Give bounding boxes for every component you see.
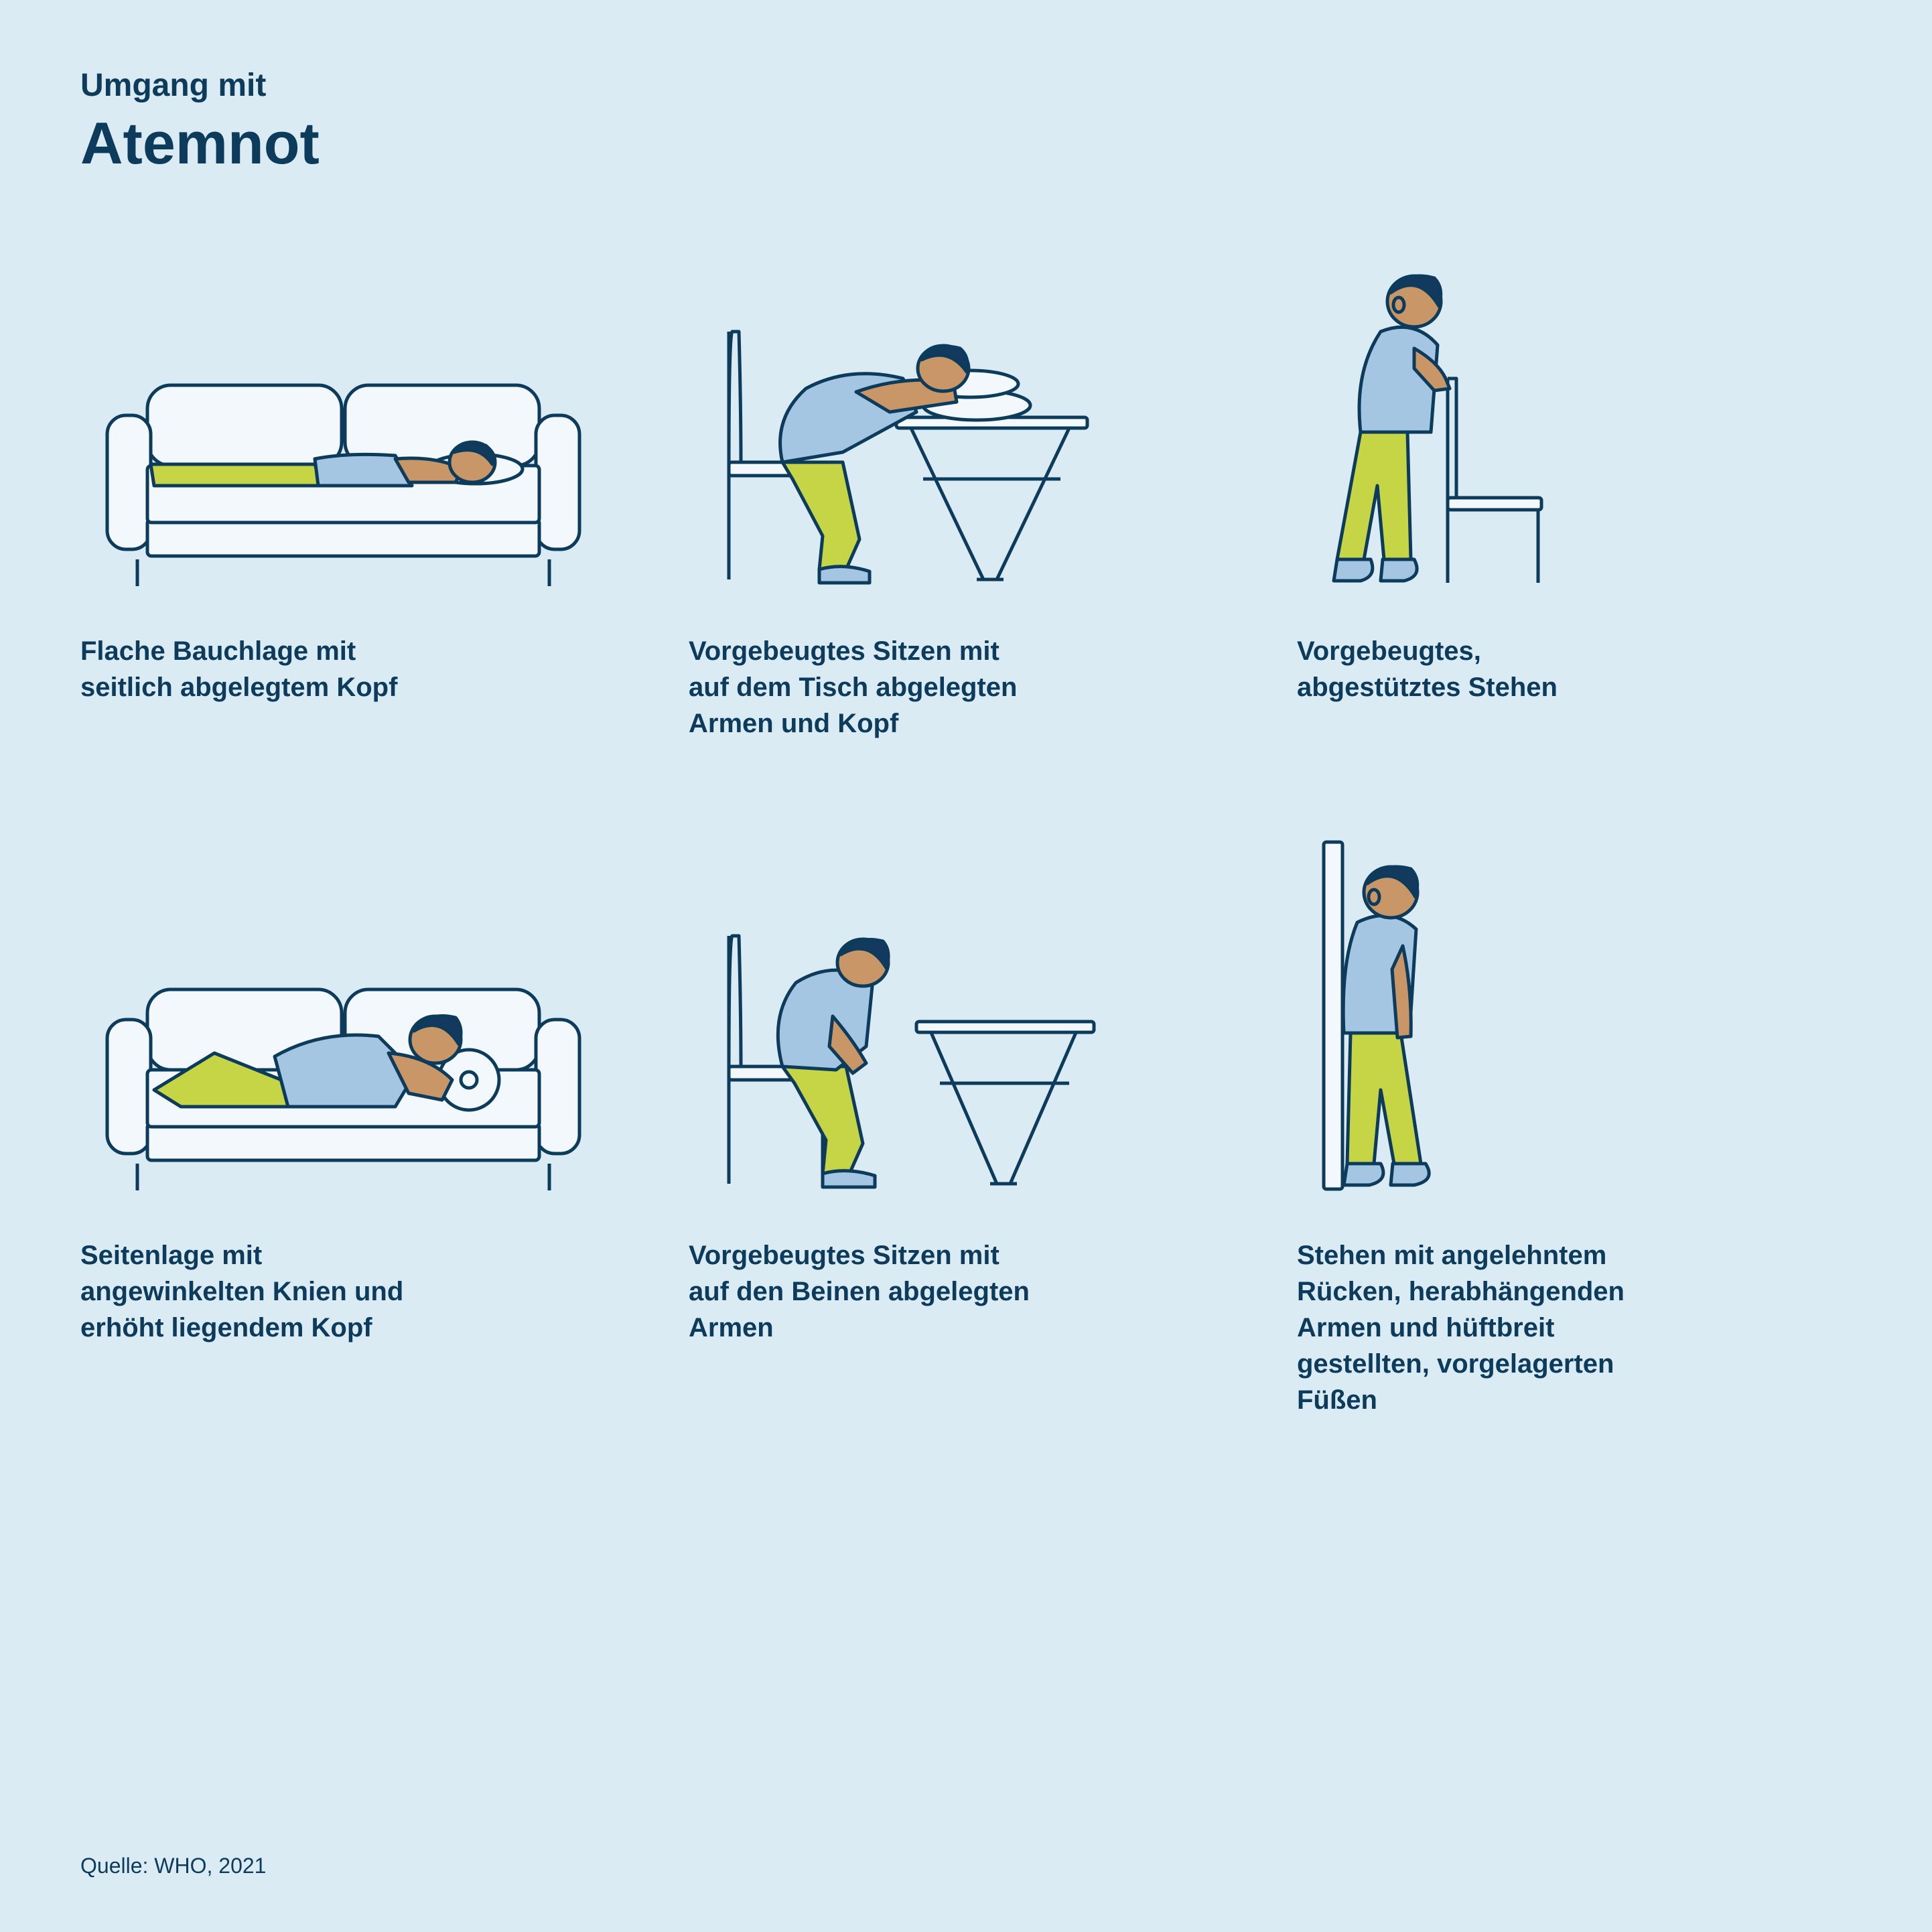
illus-stand-wall bbox=[1297, 876, 1852, 1197]
panel-sit-table-head: Vorgebeugtes Sitzen mit auf dem Tisch ab… bbox=[689, 271, 1243, 742]
illus-stand-chair bbox=[1297, 271, 1852, 593]
caption-1: Flache Bauchlage mit seitlich abgelegtem… bbox=[80, 633, 429, 705]
source-label: Quelle: WHO, 2021 bbox=[80, 1854, 266, 1878]
illus-side-sofa bbox=[80, 876, 635, 1197]
panel-prone-sofa: Flache Bauchlage mit seitlich abgelegtem… bbox=[80, 271, 635, 742]
panel-stand-wall: Stehen mit angelehntem Rücken, herabhäng… bbox=[1297, 876, 1852, 1418]
illus-prone-sofa bbox=[80, 271, 635, 593]
illus-sit-knees bbox=[689, 876, 1243, 1197]
caption-4: Seitenlage mit angewinkelten Knien und e… bbox=[80, 1237, 429, 1346]
caption-2: Vorgebeugtes Sitzen mit auf dem Tisch ab… bbox=[689, 633, 1037, 742]
panel-stand-chair: Vorgebeugtes, abgestütztes Stehen bbox=[1297, 271, 1852, 742]
pretitle: Umgang mit bbox=[80, 67, 1852, 104]
illus-sit-table-head bbox=[689, 271, 1243, 593]
header: Umgang mit Atemnot bbox=[80, 67, 1852, 178]
panel-side-sofa: Seitenlage mit angewinkelten Knien und e… bbox=[80, 876, 635, 1418]
caption-6: Stehen mit angelehntem Rücken, herabhäng… bbox=[1297, 1237, 1645, 1418]
caption-5: Vorgebeugtes Sitzen mit auf den Beinen a… bbox=[689, 1237, 1037, 1346]
main-title: Atemnot bbox=[80, 109, 1852, 178]
panel-grid: Flache Bauchlage mit seitlich abgelegtem… bbox=[80, 271, 1852, 1418]
caption-3: Vorgebeugtes, abgestütztes Stehen bbox=[1297, 633, 1645, 705]
panel-sit-knees: Vorgebeugtes Sitzen mit auf den Beinen a… bbox=[689, 876, 1243, 1418]
